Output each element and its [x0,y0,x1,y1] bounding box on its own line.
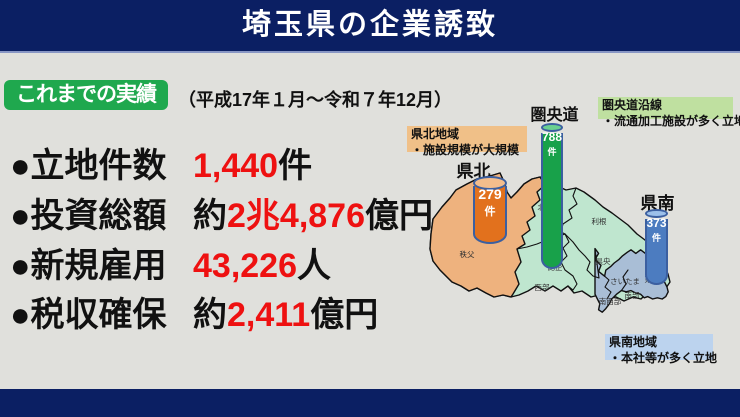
svg-text:西部: 西部 [535,282,550,292]
svg-text:秩父: 秩父 [460,249,475,259]
svg-text:県央: 県央 [596,256,611,266]
svg-text:南西部: 南西部 [599,296,622,306]
svg-text:南部: 南部 [625,290,640,300]
svg-text:さいたま: さいたま [610,277,640,286]
svg-text:利根: 利根 [592,216,607,226]
